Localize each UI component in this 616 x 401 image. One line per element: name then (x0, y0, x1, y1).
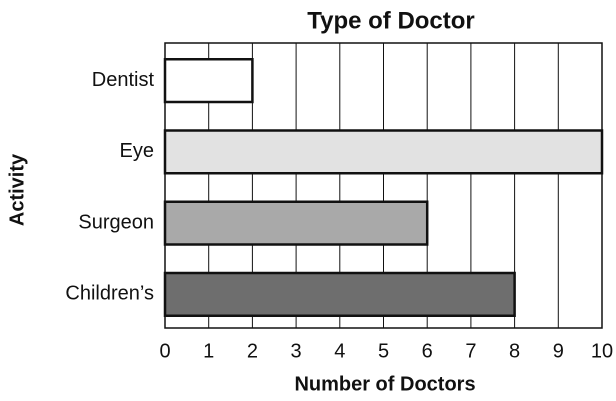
y-tick-label: Children’s (65, 283, 154, 305)
x-tick-label: 4 (334, 340, 345, 362)
x-tick-label: 6 (422, 340, 433, 362)
chart-title: Type of Doctor (307, 7, 475, 34)
x-tick-label: 10 (591, 340, 613, 362)
x-tick-label: 0 (159, 340, 170, 362)
y-tick-label: Dentist (92, 69, 155, 91)
y-tick-label: Eye (120, 140, 154, 162)
x-tick-label: 5 (378, 340, 389, 362)
y-axis-label: Activity (6, 153, 28, 226)
x-tick-label: 8 (509, 340, 520, 362)
bar (163, 200, 429, 246)
x-tick-label: 2 (247, 340, 258, 362)
bar (163, 271, 516, 317)
x-axis-label: Number of Doctors (294, 373, 475, 395)
x-tick-label: 1 (203, 340, 214, 362)
bar (163, 129, 604, 175)
y-tick-label: Surgeon (78, 211, 154, 233)
bar (163, 58, 254, 104)
x-tick-label: 3 (291, 340, 302, 362)
x-tick-label: 7 (465, 340, 476, 362)
x-tick-label: 9 (553, 340, 564, 362)
